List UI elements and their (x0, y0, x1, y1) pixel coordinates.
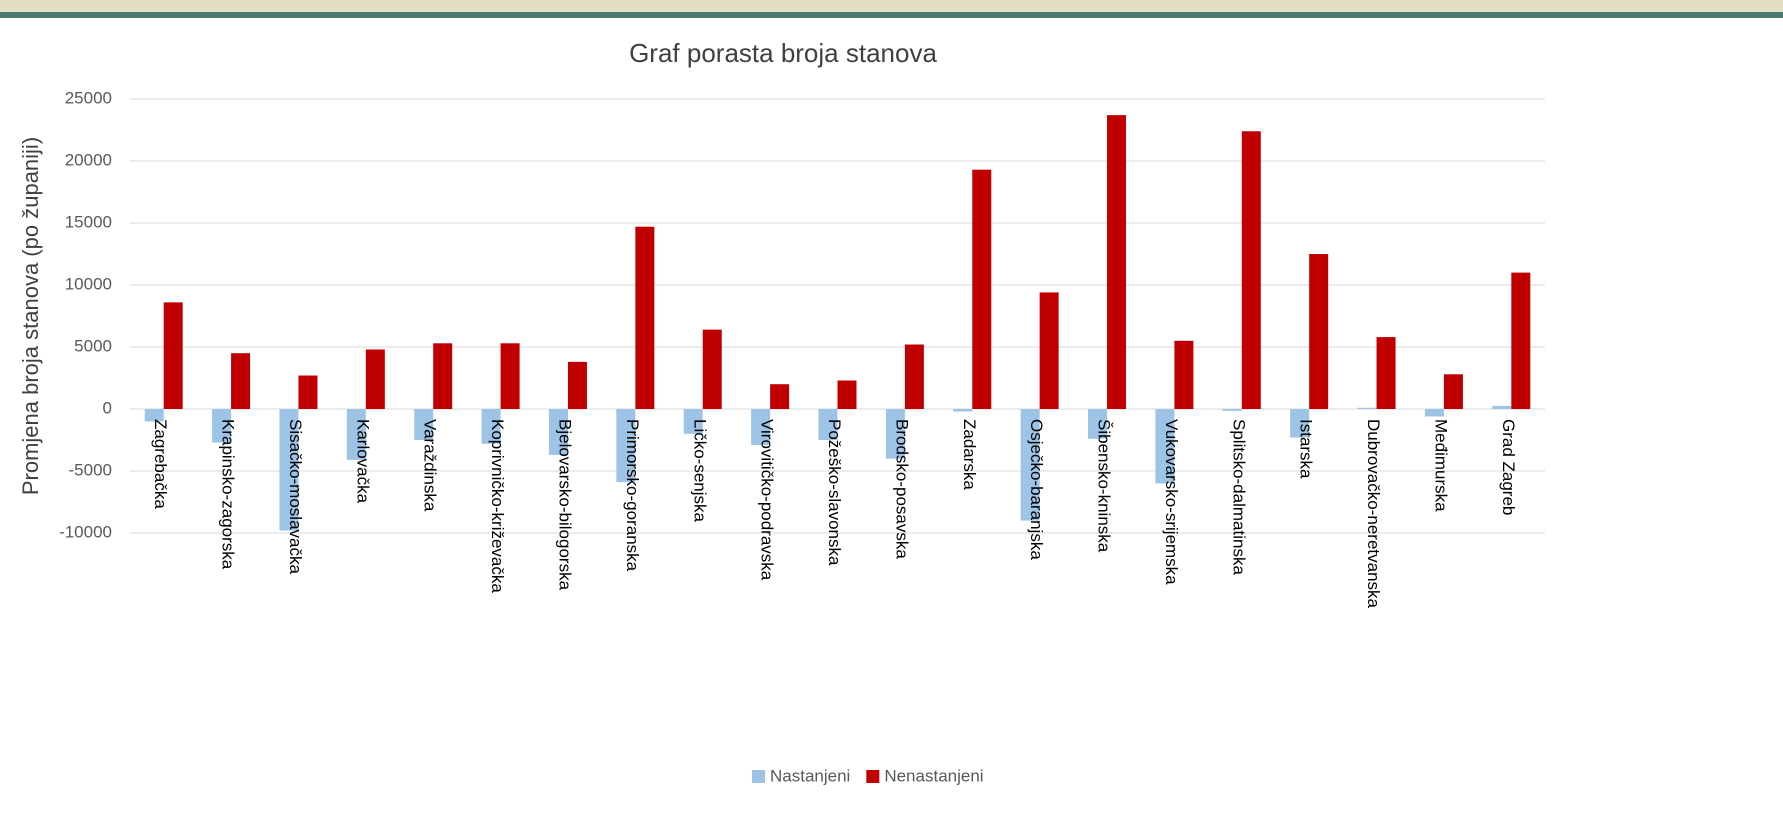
bar (972, 169, 992, 409)
bar (365, 349, 385, 409)
bar (1088, 409, 1108, 439)
x-tick-label: Istarska (1297, 419, 1316, 479)
top-band (0, 0, 1783, 12)
chart-title: Graf porasta broja stanova (629, 38, 937, 68)
x-tick-label: Koprivničko-križevačka (488, 419, 507, 593)
y-tick-label: -10000 (59, 522, 112, 541)
bar (635, 226, 655, 409)
bar (1020, 409, 1040, 521)
x-tick-label: Zadarska (960, 419, 979, 490)
bar (231, 353, 251, 409)
x-tick-label: Ličko-senjska (690, 419, 709, 523)
x-tick-label: Zagrebačka (151, 419, 170, 509)
y-tick-label: 20000 (65, 150, 112, 169)
bar (567, 361, 587, 409)
x-tick-label: Bjelovarsko-bilogorska (555, 419, 574, 591)
bar (481, 409, 501, 444)
x-tick-label: Virovitičko-podravska (758, 419, 777, 581)
x-tick-label: Karlovačka (353, 419, 372, 504)
y-tick-label: 0 (103, 398, 112, 417)
bar (953, 409, 973, 412)
x-tick-label: Osječko-baranjska (1027, 419, 1046, 560)
bar (751, 409, 771, 445)
bar (837, 380, 857, 409)
y-tick-label: -5000 (69, 460, 112, 479)
bar (1309, 254, 1329, 409)
x-tick-label: Splitsko-dalmatinska (1229, 419, 1248, 575)
bar (433, 343, 453, 409)
bar (1155, 409, 1175, 484)
bar (500, 343, 520, 409)
x-tick-label: Vukovarsko-srijemska (1162, 419, 1181, 585)
x-tick-label: Primorsko-goranska (623, 419, 642, 572)
y-axis-label: Promjena broja stanova (po županiji) (18, 137, 43, 495)
bar (1290, 409, 1310, 438)
legend-swatch (752, 770, 765, 783)
legend-label: Nastanjeni (770, 766, 850, 785)
bar (1222, 409, 1242, 411)
x-tick-label: Šibensko-kninska (1095, 419, 1114, 553)
bar (770, 384, 790, 409)
y-tick-label: 5000 (74, 336, 112, 355)
x-tick-label: Krapinsko-zagorska (219, 419, 238, 570)
bar (818, 409, 838, 440)
bar (548, 409, 568, 455)
bar (904, 344, 924, 409)
bar (1424, 409, 1444, 417)
bar (346, 409, 366, 460)
bar (1241, 131, 1261, 410)
bar (414, 409, 434, 440)
bar (1107, 115, 1127, 410)
y-tick-label: 25000 (65, 88, 112, 107)
bar (1443, 374, 1463, 409)
top-rule (0, 12, 1783, 18)
bar (298, 375, 318, 409)
legend-swatch (866, 770, 880, 783)
x-tick-label: Sisačko-moslavačka (286, 419, 305, 574)
bar (144, 409, 164, 422)
legend-label: Nenastanjeni (884, 766, 983, 785)
bar (1511, 272, 1531, 409)
bar (1174, 340, 1194, 409)
bar (885, 409, 905, 459)
bar (1357, 407, 1377, 409)
bar (1039, 292, 1059, 409)
bar (616, 409, 636, 483)
x-tick-label: Dubrovačko-neretvanska (1364, 419, 1383, 609)
bar (163, 302, 183, 409)
x-tick-label: Grad Zagreb (1499, 419, 1518, 515)
x-tick-label: Brodsko-posavska (892, 419, 911, 559)
x-tick-label: Požeško-slavonska (825, 419, 844, 566)
bar (683, 409, 703, 434)
bar (1376, 337, 1396, 409)
y-tick-label: 10000 (65, 274, 112, 293)
bar (702, 329, 722, 409)
y-tick-label: 15000 (65, 212, 112, 231)
x-tick-label: Varaždinska (421, 419, 440, 512)
bar (1492, 405, 1512, 409)
bar (279, 409, 299, 531)
x-tick-label: Međimurska (1431, 419, 1450, 512)
bar (212, 409, 232, 443)
